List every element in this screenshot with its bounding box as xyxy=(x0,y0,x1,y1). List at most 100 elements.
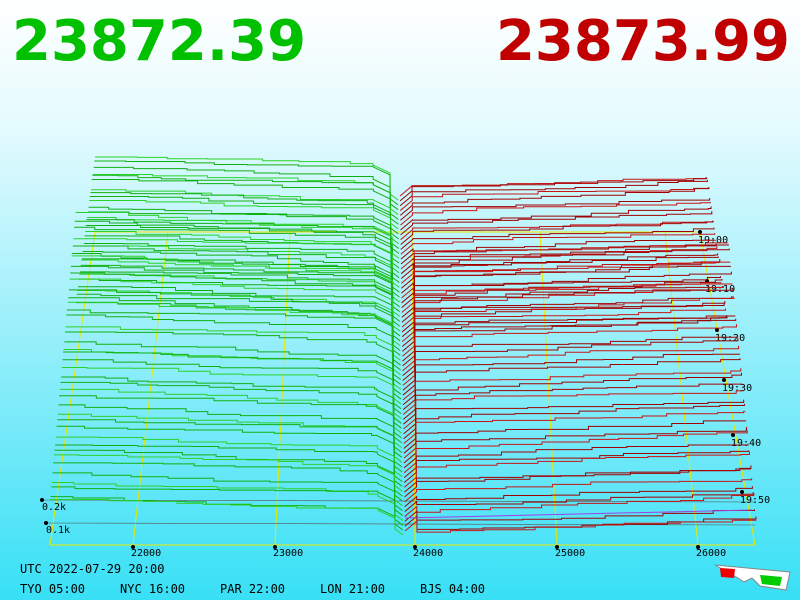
bid-depth-line xyxy=(62,359,402,444)
ask-depth-line xyxy=(401,278,723,304)
ask-depth-line xyxy=(402,261,731,357)
tick-dot xyxy=(44,521,48,525)
ask-depth-line xyxy=(403,430,748,474)
ask-depth-line xyxy=(401,244,729,347)
ask-depth-line xyxy=(403,358,741,425)
ask-depth-line xyxy=(399,177,707,197)
price-label: 25000 xyxy=(555,548,585,559)
ask-depth-line xyxy=(403,383,743,440)
bid-depth-line xyxy=(51,486,404,526)
ask-depth-line xyxy=(403,426,748,469)
bid-depth-line xyxy=(53,454,403,507)
bid-depth-line xyxy=(73,238,401,361)
depth-label: 0.2k xyxy=(42,502,66,513)
bid-depth-line xyxy=(84,235,400,279)
utc-time: UTC 2022-07-29 20:00 xyxy=(20,562,165,576)
timezone-label: NYC 16:00 xyxy=(120,582,185,596)
tick-dot xyxy=(273,545,277,549)
ask-depth-line xyxy=(403,372,743,435)
time-label: 19:50 xyxy=(740,495,770,506)
bid-depth-line xyxy=(89,199,399,245)
tick-dot xyxy=(131,545,135,549)
ask-depth-line xyxy=(402,335,738,406)
ask-depth-line xyxy=(402,297,735,386)
bid-depth-line xyxy=(56,425,403,487)
floor-grid: 22000 23000 24000 25000 2600019:0019:1019:20… xyxy=(40,230,770,559)
bid-depth-line xyxy=(53,462,403,512)
ask-depth-line xyxy=(401,248,730,352)
price-label: 26000 xyxy=(696,548,726,559)
bid-depth-line xyxy=(68,289,402,395)
ask-depth-line xyxy=(402,288,734,377)
bid-depth-line xyxy=(91,179,399,225)
bid-depth-line xyxy=(64,341,402,429)
ask-depth-line xyxy=(404,465,752,498)
ask-depth-line xyxy=(400,261,720,284)
ask-depth-line xyxy=(402,283,733,372)
bid-depth-line xyxy=(65,326,402,419)
bid-depth-line xyxy=(50,498,404,536)
bid-depth-line xyxy=(60,381,403,458)
bid-price: 23872.39 xyxy=(12,9,306,74)
bid-depth-line xyxy=(95,156,399,201)
bid-depth-line xyxy=(80,264,400,308)
bid-depth-line xyxy=(87,211,400,254)
bid-depth-line xyxy=(55,436,403,492)
ask-depth-line xyxy=(402,318,737,396)
bid-depth-line xyxy=(61,376,403,453)
bid-depth-line xyxy=(52,472,404,516)
bid-depth-line xyxy=(94,160,399,206)
tick-dot xyxy=(555,545,559,549)
bid-depth-line xyxy=(74,220,401,351)
bid-depth-line xyxy=(90,192,399,235)
tick-dot xyxy=(40,498,44,502)
time-label: 19:20 xyxy=(715,333,745,344)
tick-dot xyxy=(722,378,726,382)
bid-depth-line xyxy=(59,395,403,468)
price-label: 23000 xyxy=(273,548,303,559)
bid-depth-line xyxy=(83,243,400,283)
bid-depth-line xyxy=(92,174,399,220)
tick-dot xyxy=(740,490,744,494)
ask-depth-line xyxy=(404,492,754,512)
bid-depth-line xyxy=(69,278,402,390)
tick-dot xyxy=(413,545,417,549)
timezone-label: BJS 04:00 xyxy=(420,582,485,596)
bid-depth-line xyxy=(91,189,399,230)
bid-depth-line xyxy=(71,255,401,376)
bid-depth-line xyxy=(72,245,401,366)
ask-depth-line xyxy=(404,478,753,503)
bid-depth-line xyxy=(78,278,401,322)
ask-depth-line xyxy=(404,486,753,508)
bid-depth-line xyxy=(51,481,404,521)
depth-lines xyxy=(50,156,757,536)
ask-depth-line xyxy=(404,451,750,488)
ask-price: 23873.99 xyxy=(496,9,790,74)
time-label: 19:40 xyxy=(731,438,761,449)
floor-outline xyxy=(49,231,756,546)
depth-label: 0.1k xyxy=(46,525,70,536)
ask-depth-line xyxy=(400,233,716,255)
ask-depth-line xyxy=(403,368,742,430)
ask-depth-line xyxy=(401,242,729,343)
bid-depth-line xyxy=(57,419,403,482)
bid-depth-line xyxy=(93,166,399,211)
bid-depth-line xyxy=(88,206,400,249)
ask-depth-line xyxy=(400,221,714,245)
ask-depth-line xyxy=(400,197,711,221)
ask-depth-line xyxy=(399,187,710,216)
bid-depth-line xyxy=(75,212,401,347)
ask-front-line xyxy=(404,509,753,519)
price-label: 22000 xyxy=(131,548,161,559)
ask-depth-line xyxy=(403,390,744,444)
bid-depth-line xyxy=(89,195,399,240)
timezone-label: TYO 05:00 xyxy=(20,582,85,596)
ask-depth-line xyxy=(402,324,737,401)
ask-depth-line xyxy=(403,399,745,449)
bid-depth-line xyxy=(63,351,402,439)
ask-depth-line xyxy=(404,516,757,533)
bid-depth-line xyxy=(74,226,401,356)
ask-depth-line xyxy=(400,202,711,226)
